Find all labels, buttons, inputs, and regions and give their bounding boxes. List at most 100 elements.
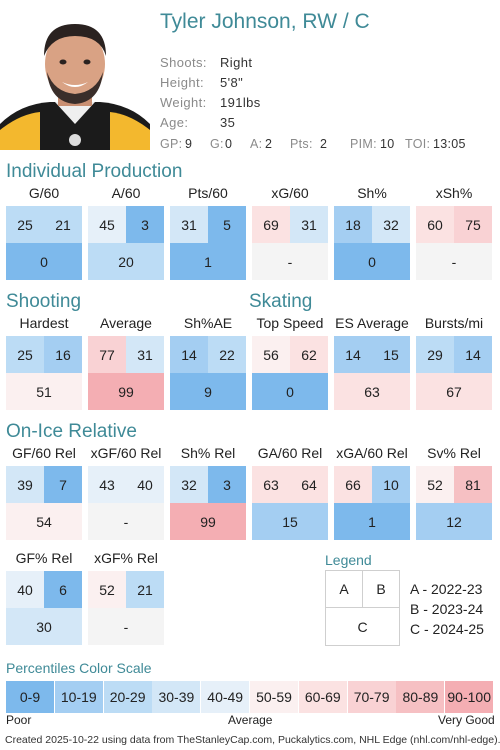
bursts-season-a: 29	[416, 336, 454, 373]
esavg-season-c: 63	[334, 373, 410, 410]
section-skating: Skating	[249, 291, 313, 312]
shrel-season-b: 3	[208, 466, 246, 503]
g60-label: G/60	[28, 185, 60, 201]
legend-title: Legend	[325, 552, 372, 568]
svrel-season-b: 81	[454, 466, 492, 503]
scale-bin-4: 40-49	[201, 681, 250, 713]
a-label: A:	[250, 137, 263, 151]
gf60rel-label: GF/60 Rel	[12, 445, 76, 461]
average-season-a: 77	[88, 336, 126, 373]
topspeed-season-a: 56	[252, 336, 290, 373]
average-label: Average	[100, 315, 152, 331]
shrel-season-c: 99	[170, 503, 246, 540]
ga60rel-label: GA/60 Rel	[257, 445, 323, 461]
scale-bin-9: 90-100	[445, 681, 494, 713]
scale-bin-2: 20-29	[103, 681, 152, 713]
hardest-season-b: 16	[44, 336, 82, 373]
scale-title: Percentiles Color Scale	[6, 660, 152, 676]
section-on-ice-relative: On-Ice Relative	[6, 421, 137, 442]
scale-bin-8: 80-89	[396, 681, 445, 713]
shae-season-c: 9	[170, 373, 246, 410]
shae-season-a: 14	[170, 336, 208, 373]
toi-value: 13:05	[433, 137, 466, 151]
pim-value: 10	[380, 137, 395, 151]
player-photo	[0, 6, 150, 150]
legend-key-b: B	[362, 570, 400, 608]
pts60-season-a: 31	[170, 206, 208, 243]
weight-label: Weight:	[160, 95, 207, 110]
a60-label: A/60	[111, 185, 141, 201]
bursts-season-b: 14	[454, 336, 492, 373]
xsh-season-a: 60	[416, 206, 454, 243]
gf60rel-season-a: 39	[6, 466, 44, 503]
a60-season-a: 45	[88, 206, 126, 243]
xgf60rel-season-a: 43	[88, 466, 126, 503]
average-season-b: 31	[126, 336, 164, 373]
xga60rel-label: xGA/60 Rel	[336, 445, 408, 461]
pts60-season-b: 5	[208, 206, 246, 243]
a60-season-b: 3	[126, 206, 164, 243]
scale-label-poor: Poor	[6, 713, 32, 727]
xg60-label: xG/60	[271, 185, 309, 201]
gfpctrel-season-a: 40	[6, 571, 44, 608]
xsh-season-c: -	[416, 243, 492, 280]
ga60rel-season-c: 15	[252, 503, 328, 540]
gp-label: GP:	[160, 137, 183, 151]
xga60rel-season-c: 1	[334, 503, 410, 540]
shoots-value: Right	[220, 55, 253, 70]
scale-label-average: Average	[228, 713, 273, 727]
player-name: Tyler Johnson, RW / C	[160, 10, 370, 33]
legend-key-a: A	[325, 570, 363, 608]
section-shooting: Shooting	[6, 291, 82, 312]
legend-season-b: B - 2023-24	[410, 601, 484, 617]
hardest-season-c: 51	[6, 373, 82, 410]
xgf60rel-season-c: -	[88, 503, 164, 540]
xgfpctrel-season-c: -	[88, 608, 164, 645]
g-value: 0	[225, 137, 233, 151]
gf60rel-season-c: 54	[6, 503, 82, 540]
g60-season-a: 25	[6, 206, 44, 243]
scale-label-very-good: Very Good	[438, 713, 495, 727]
gf60rel-season-b: 7	[44, 466, 82, 503]
xg60-season-b: 31	[290, 206, 328, 243]
height-value: 5'8"	[220, 75, 244, 90]
footer-credits: Created 2025-10-22 using data from TheSt…	[5, 734, 500, 746]
sh-season-b: 32	[372, 206, 410, 243]
shrel-label: Sh% Rel	[180, 445, 236, 461]
sh-label: Sh%	[357, 185, 387, 201]
pts-value: 2	[320, 137, 328, 151]
scale-bin-6: 60-69	[298, 681, 347, 713]
svrel-label: Sv% Rel	[427, 445, 481, 461]
pts60-season-c: 1	[170, 243, 246, 280]
xgfpctrel-season-b: 21	[126, 571, 164, 608]
scale-bin-1: 10-19	[54, 681, 103, 713]
svrel-season-c: 12	[416, 503, 492, 540]
bursts-season-c: 67	[416, 373, 492, 410]
sh-season-a: 18	[334, 206, 372, 243]
g60-season-b: 21	[44, 206, 82, 243]
esavg-season-a: 14	[334, 336, 372, 373]
legend-season-c: C - 2024-25	[410, 621, 484, 637]
ga60rel-season-a: 63	[252, 466, 290, 503]
xgfpctrel-season-a: 52	[88, 571, 126, 608]
gfpctrel-season-b: 6	[44, 571, 82, 608]
pts60-label: Pts/60	[188, 185, 228, 201]
xsh-season-b: 75	[454, 206, 492, 243]
age-value: 35	[220, 115, 236, 130]
xga60rel-season-a: 66	[334, 466, 372, 503]
gfpctrel-season-c: 30	[6, 608, 82, 645]
topspeed-season-c: 0	[252, 373, 328, 410]
hardest-season-a: 25	[6, 336, 44, 373]
xga60rel-season-b: 10	[372, 466, 410, 503]
xgfpctrel-label: xGF% Rel	[94, 550, 158, 566]
xg60-season-c: -	[252, 243, 328, 280]
xgf60rel-label: xGF/60 Rel	[90, 445, 162, 461]
xg60-season-a: 69	[252, 206, 290, 243]
gp-value: 9	[185, 137, 193, 151]
scale-bin-3: 30-39	[152, 681, 201, 713]
esavg-season-b: 15	[372, 336, 410, 373]
scale-bin-7: 70-79	[347, 681, 396, 713]
topspeed-season-b: 62	[290, 336, 328, 373]
section-individual-production: Individual Production	[6, 161, 183, 182]
shae-label: Sh%AE	[183, 315, 233, 331]
